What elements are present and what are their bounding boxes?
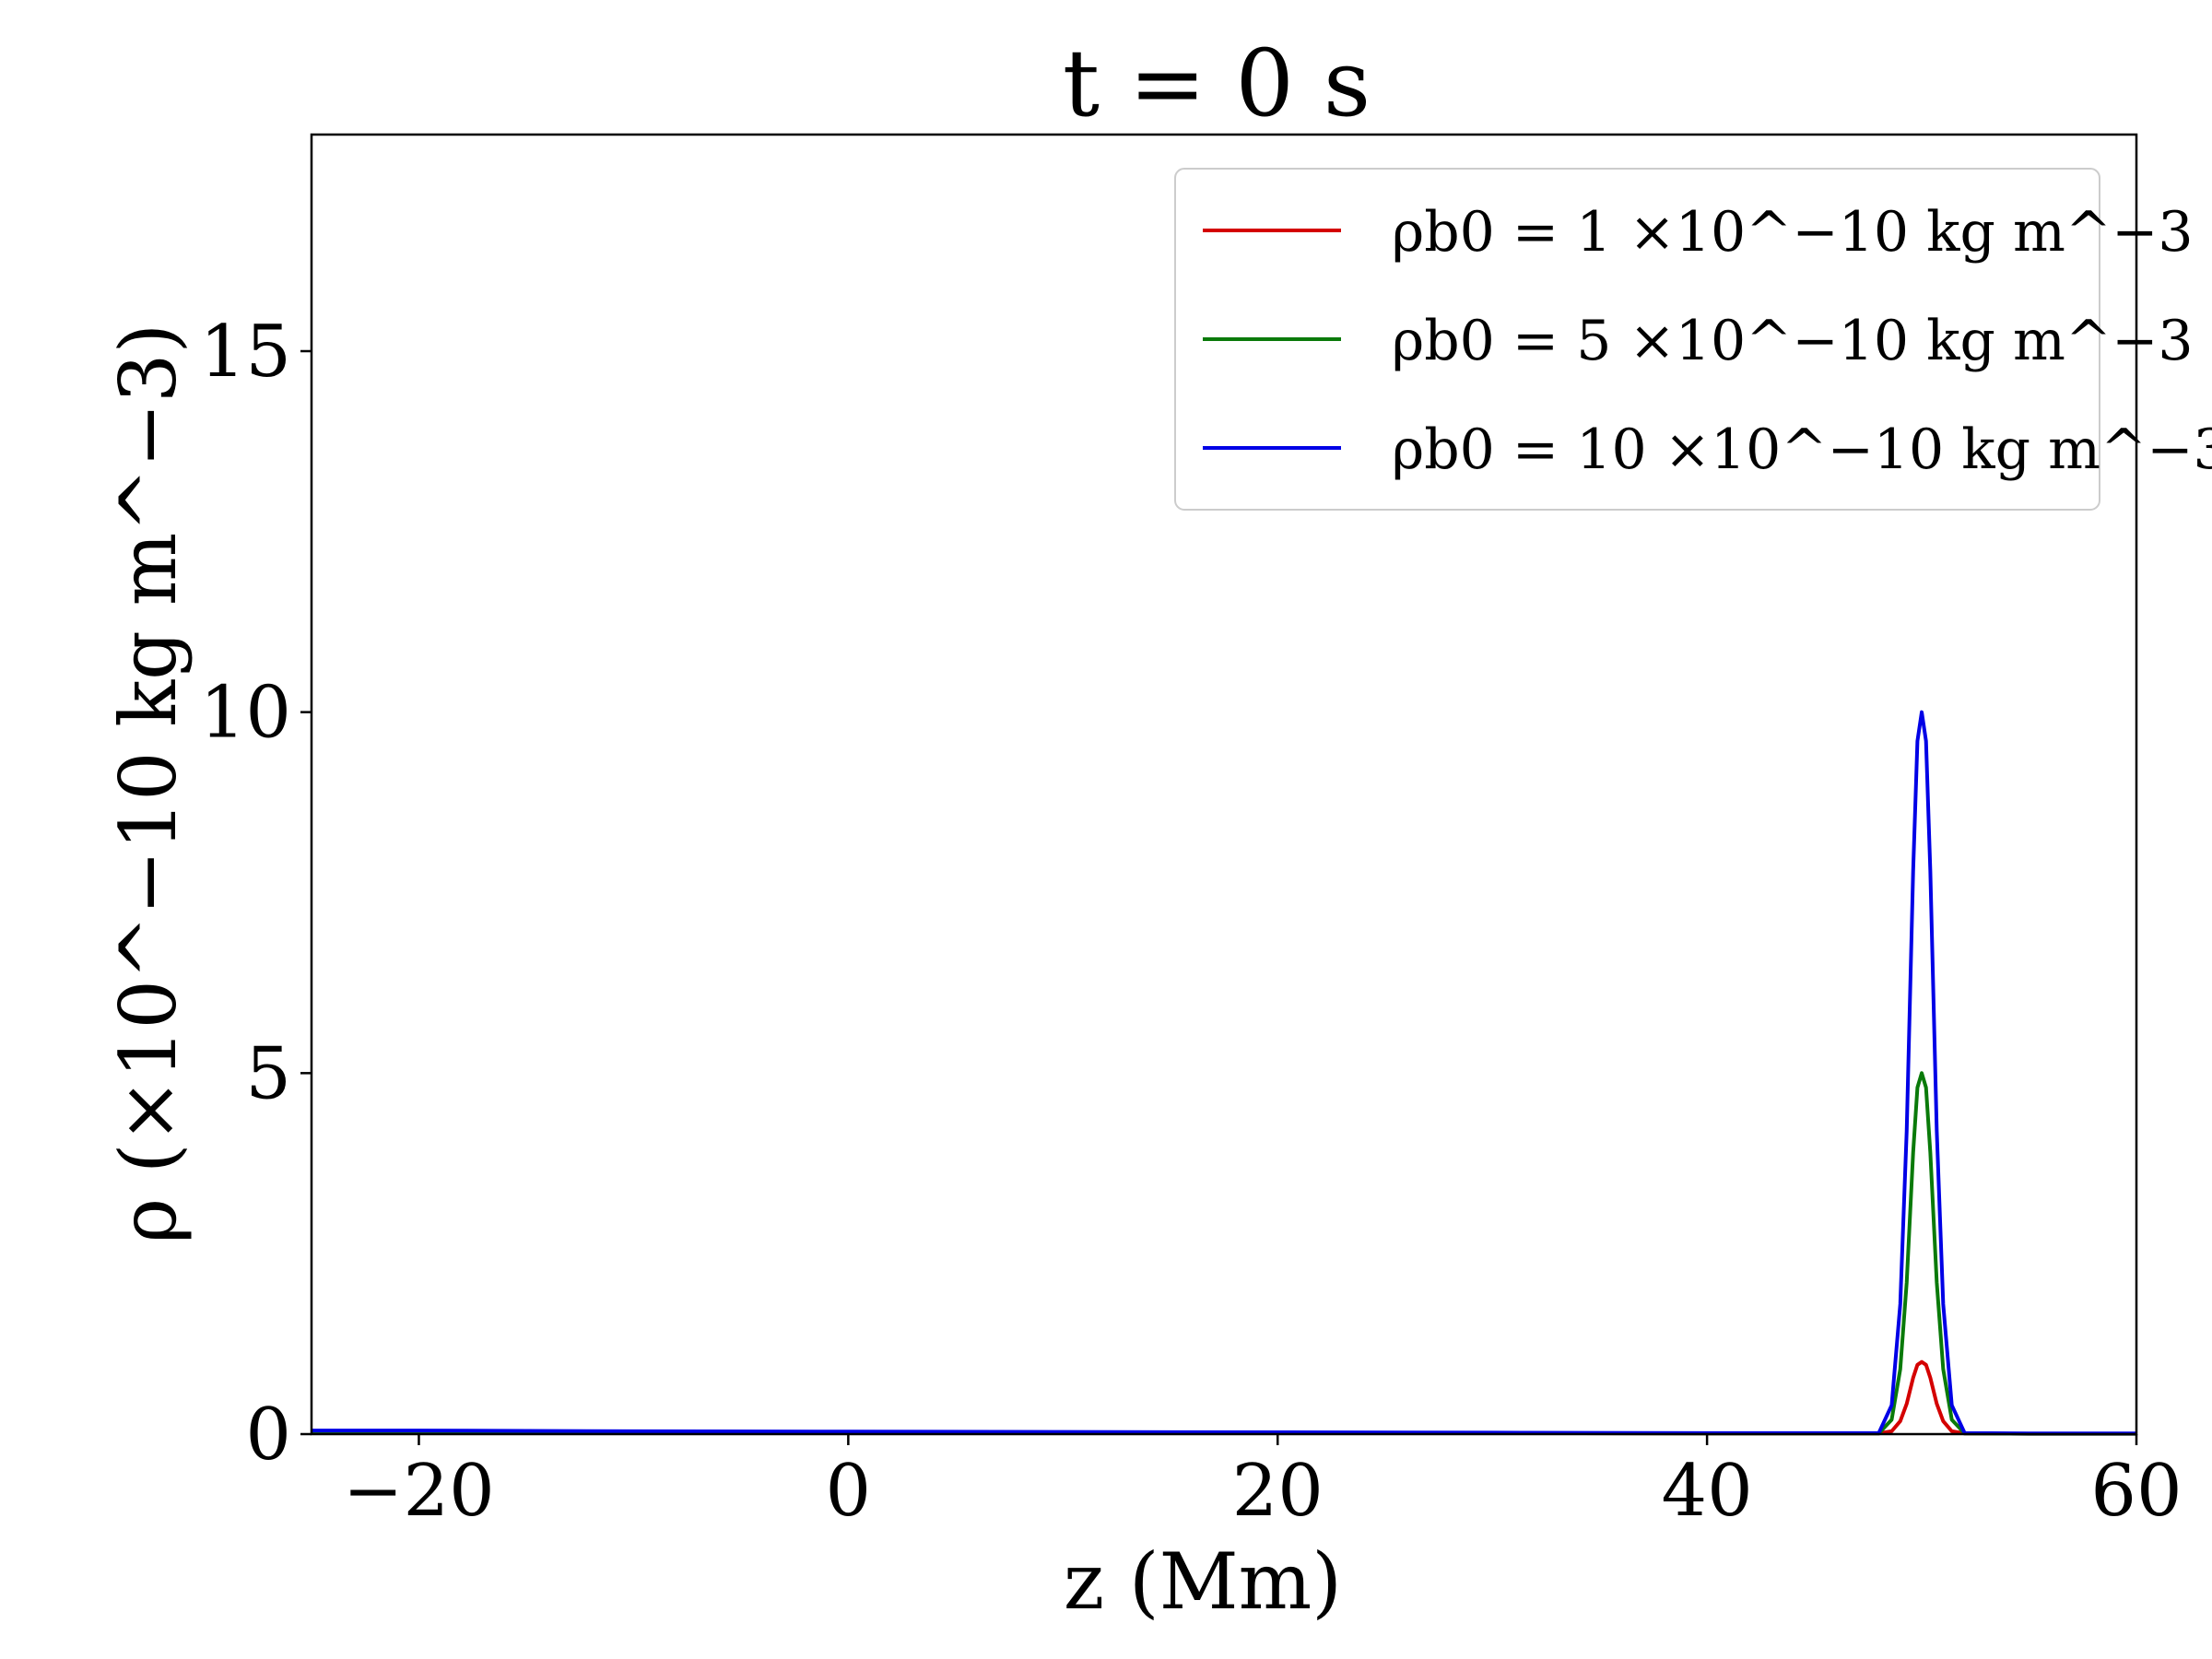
x-tick-label: 40 (1661, 1450, 1752, 1533)
x-axis-label: z (Mm) (1064, 1536, 1342, 1627)
x-tick-label: 20 (1232, 1450, 1324, 1533)
x-axis-ticks: −20 0 20 40 60 (343, 1434, 2183, 1533)
legend-label-3: ρb0 = 10 ×10^−10 kg m^−3 (1392, 418, 2212, 482)
chart-title: t = 0 s (1063, 29, 1371, 137)
legend-entries: ρb0 = 1 ×10^−10 kg m^−3 ρb0 = 5 ×10^−10 k… (1203, 200, 2212, 482)
plot-area: −20 0 20 40 60 0 5 10 15 (200, 133, 2183, 1533)
y-axis-label: ρ (×10^−10 kg m^−3) (103, 324, 194, 1243)
y-tick-label: 0 (245, 1394, 291, 1477)
legend-label-2: ρb0 = 5 ×10^−10 kg m^−3 (1392, 309, 2194, 373)
x-tick-label: −20 (343, 1450, 495, 1533)
legend-box (1174, 168, 2100, 511)
x-tick-label: 60 (2090, 1450, 2182, 1533)
y-tick-label: 10 (200, 672, 291, 755)
y-tick-label: 5 (245, 1032, 291, 1115)
legend: ρb0 = 1 ×10^−10 kg m^−3 ρb0 = 5 ×10^−10 k… (1174, 168, 2212, 511)
x-tick-label: 0 (826, 1450, 872, 1533)
series-layer (312, 710, 2136, 1436)
legend-label-1: ρb0 = 1 ×10^−10 kg m^−3 (1392, 200, 2194, 265)
plot-frame (310, 133, 2138, 1436)
y-tick-label: 15 (200, 311, 291, 394)
y-axis-ticks: 0 5 10 15 (200, 311, 312, 1477)
series-line-3 (312, 710, 2136, 1436)
